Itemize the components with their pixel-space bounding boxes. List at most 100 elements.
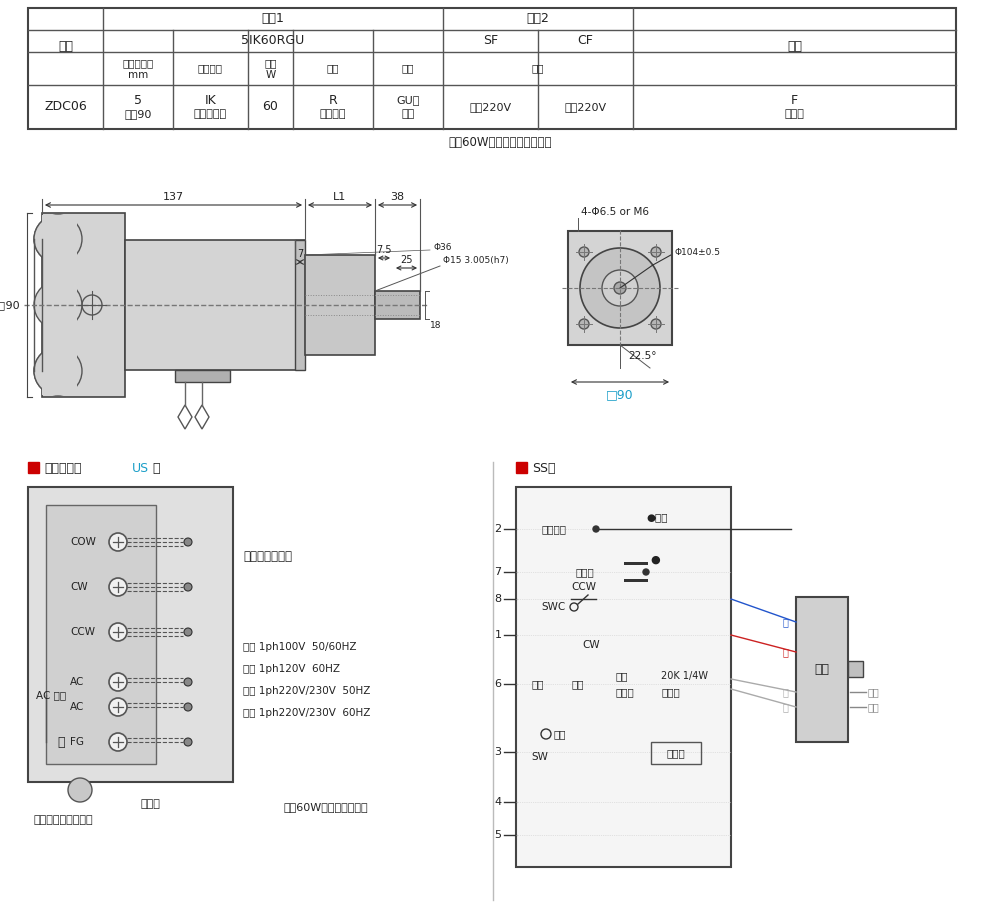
Text: 1: 1 <box>494 630 502 640</box>
Text: Φ104±0.5: Φ104±0.5 <box>675 247 721 256</box>
Text: 运转: 运转 <box>554 729 566 739</box>
Text: Φ15 3.005(h7): Φ15 3.005(h7) <box>443 256 509 266</box>
Circle shape <box>109 698 127 716</box>
Text: 型: 型 <box>152 461 160 474</box>
Circle shape <box>651 319 661 329</box>
Circle shape <box>602 270 638 306</box>
Circle shape <box>614 282 626 294</box>
Bar <box>305 255 375 355</box>
Text: 20K 1/4W: 20K 1/4W <box>661 671 708 681</box>
Text: 6: 6 <box>494 679 502 689</box>
Text: CW: CW <box>70 582 87 592</box>
Text: 白细: 白细 <box>868 687 880 697</box>
Bar <box>516 487 731 867</box>
Bar <box>28 8 956 129</box>
Circle shape <box>109 533 127 551</box>
Text: CF: CF <box>577 35 593 48</box>
Text: AC: AC <box>70 677 84 687</box>
Circle shape <box>34 215 82 263</box>
Text: 4: 4 <box>494 797 502 807</box>
Circle shape <box>643 569 649 575</box>
Text: AC 电源: AC 电源 <box>36 690 66 700</box>
Text: 18: 18 <box>430 321 441 330</box>
Bar <box>295 240 305 370</box>
Text: 切换电动机转向: 切换电动机转向 <box>243 550 292 563</box>
Bar <box>28 462 39 473</box>
Text: 5: 5 <box>134 94 142 107</box>
Text: 三相220V: 三相220V <box>469 102 512 112</box>
Text: ⏚: ⏚ <box>58 735 64 748</box>
Text: L1: L1 <box>333 192 346 202</box>
Text: □90: □90 <box>606 389 634 402</box>
Circle shape <box>579 319 589 329</box>
Bar <box>375 291 420 319</box>
Text: 电机: 电机 <box>814 663 829 676</box>
Text: 2: 2 <box>494 524 502 534</box>
Bar <box>848 661 863 677</box>
Text: SS型: SS型 <box>532 461 556 474</box>
Text: 电位计: 电位计 <box>616 687 635 697</box>
Text: 表示90: 表示90 <box>124 109 152 119</box>
Text: 电压: 电压 <box>532 63 545 74</box>
Text: CCW: CCW <box>571 582 596 592</box>
Text: COW: COW <box>70 537 96 547</box>
Circle shape <box>109 733 127 751</box>
Text: 运转: 运转 <box>571 679 583 689</box>
Circle shape <box>593 526 599 532</box>
Text: 调速功能: 调速功能 <box>319 109 346 119</box>
Text: 单相 1ph220V/230V  50HZ: 单相 1ph220V/230V 50HZ <box>243 686 370 696</box>
Text: 注：60W以上默认带风扇: 注：60W以上默认带风扇 <box>283 802 368 812</box>
Bar <box>516 462 527 473</box>
Text: ●电源: ●电源 <box>646 512 668 522</box>
Text: 轴类: 轴类 <box>402 63 415 74</box>
Bar <box>175 370 230 382</box>
Bar <box>28 487 233 782</box>
Text: AC: AC <box>70 702 84 712</box>
Text: SW: SW <box>531 752 548 762</box>
Text: 3: 3 <box>494 747 502 757</box>
Text: 规格2: 规格2 <box>527 13 550 26</box>
Text: 7.5: 7.5 <box>376 245 392 255</box>
Circle shape <box>184 538 192 546</box>
Circle shape <box>109 578 127 596</box>
Text: W: W <box>266 71 276 81</box>
Text: ●: ● <box>650 555 660 565</box>
Bar <box>624 562 648 565</box>
Text: Φ36: Φ36 <box>433 243 451 252</box>
Text: 白: 白 <box>782 687 788 697</box>
Bar <box>624 579 648 582</box>
Text: 类型名称: 类型名称 <box>198 63 223 74</box>
Text: SWC: SWC <box>541 602 565 612</box>
Text: IK: IK <box>204 94 216 107</box>
Circle shape <box>34 281 82 329</box>
Bar <box>42 215 77 395</box>
Text: mm: mm <box>128 71 148 81</box>
Text: 红: 红 <box>782 647 788 657</box>
Text: 25: 25 <box>400 255 413 265</box>
Text: 代码: 代码 <box>58 40 73 53</box>
Circle shape <box>184 583 192 591</box>
Text: CCW: CCW <box>70 627 95 637</box>
Text: 137: 137 <box>163 192 185 202</box>
Text: 电器开关: 电器开关 <box>541 524 566 534</box>
Text: ZDC06: ZDC06 <box>44 100 87 114</box>
Text: 5IK60RGU: 5IK60RGU <box>241 35 305 48</box>
Text: 注：60W以上电机默认带风扇: 注：60W以上电机默认带风扇 <box>448 135 552 149</box>
Text: 60: 60 <box>263 100 279 114</box>
Text: 感应电动机: 感应电动机 <box>194 109 227 119</box>
Text: 接地线: 接地线 <box>140 799 160 809</box>
Circle shape <box>651 247 661 257</box>
Text: GU型: GU型 <box>397 95 420 105</box>
Text: 白细: 白细 <box>868 702 880 712</box>
Text: 5: 5 <box>494 830 502 840</box>
Text: 带风扇: 带风扇 <box>785 109 805 119</box>
Text: 蓝: 蓝 <box>782 617 788 627</box>
Bar <box>651 742 701 764</box>
Bar <box>46 505 156 764</box>
Text: SF: SF <box>483 35 498 48</box>
Text: 功能: 功能 <box>326 63 339 74</box>
Text: FG: FG <box>70 737 84 747</box>
Text: 对应电动机连接导线: 对应电动机连接导线 <box>33 815 92 825</box>
Circle shape <box>184 738 192 746</box>
Text: 8: 8 <box>494 594 502 604</box>
